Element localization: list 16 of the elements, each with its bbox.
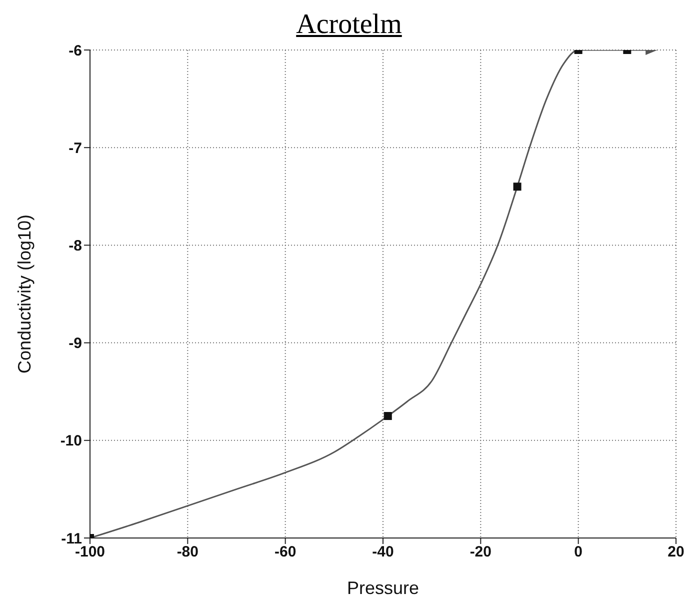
- y-axis-title: Conductivity (log10): [14, 214, 34, 374]
- x-tick-label: 0: [574, 544, 583, 561]
- y-tick-label: -6: [68, 42, 82, 60]
- x-tick-label: -60: [274, 544, 296, 561]
- x-tick-label: -20: [470, 544, 492, 561]
- y-tick-label: -7: [68, 140, 82, 157]
- y-tick-label: -8: [68, 238, 82, 255]
- x-axis-title: Pressure: [346, 578, 420, 598]
- point: [513, 182, 522, 191]
- x-tick-label: -80: [176, 544, 199, 561]
- x-tick-label: 20: [668, 544, 684, 561]
- point: [384, 412, 392, 420]
- y-tick-label: -10: [60, 432, 82, 450]
- y-tick-label: -9: [68, 335, 82, 352]
- x-tick-label: -40: [372, 544, 394, 561]
- chart-title: Acrotelm: [295, 8, 403, 42]
